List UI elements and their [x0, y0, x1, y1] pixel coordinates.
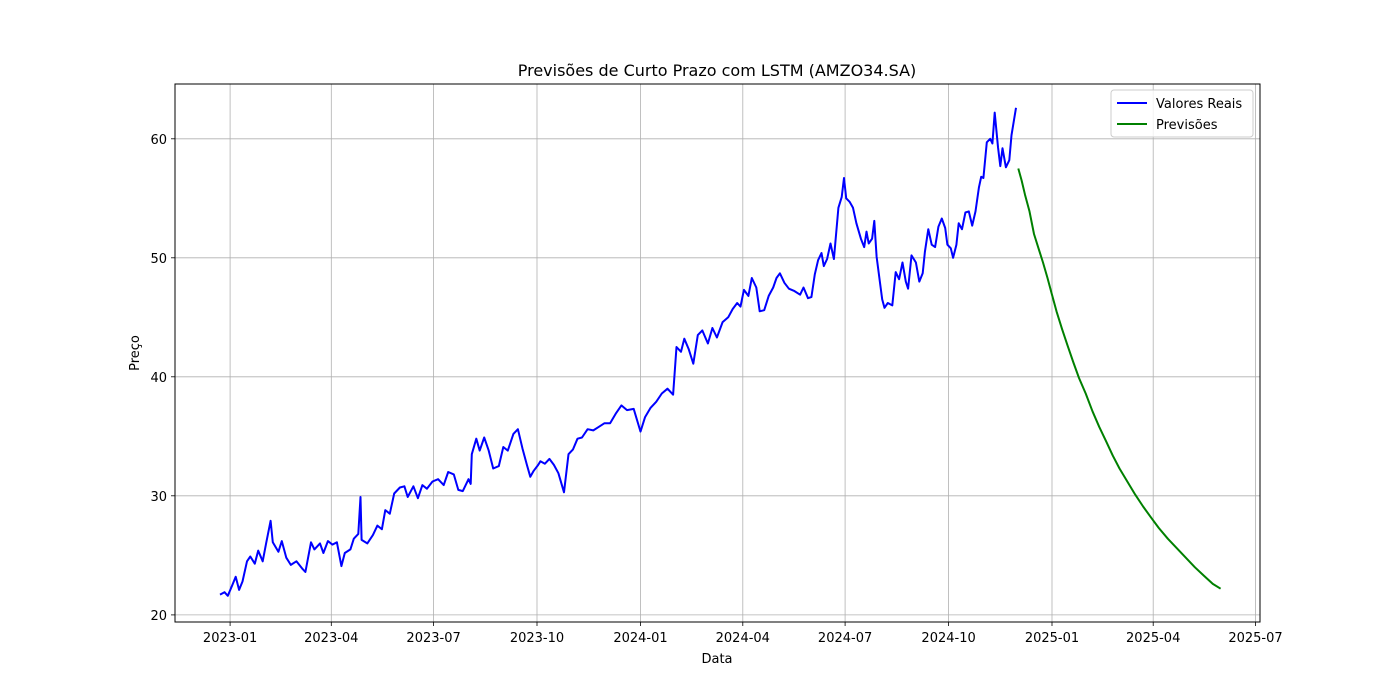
y-tick-label: 30 — [150, 490, 167, 505]
y-tick-label: 20 — [150, 609, 167, 624]
x-tick-label: 2024-10 — [921, 631, 975, 646]
series-line-previsoes — [1017, 168, 1222, 590]
chart-title: Previsões de Curto Prazo com LSTM (AMZO3… — [518, 61, 917, 80]
series-line-valores-reais — [219, 107, 1017, 597]
legend-label-valores-reais: Valores Reais — [1156, 97, 1242, 112]
y-tick-label: 50 — [150, 252, 167, 267]
x-tick-label: 2023-01 — [203, 631, 257, 646]
plot-frame — [174, 83, 1261, 623]
legend-box — [1110, 89, 1254, 138]
legend-label-previsoes: Previsões — [1156, 118, 1218, 133]
x-tick-label: 2024-01 — [613, 631, 667, 646]
x-tick-label: 2025-07 — [1228, 631, 1282, 646]
series-lines — [219, 107, 1222, 597]
x-tick-label: 2024-04 — [716, 631, 770, 646]
y-axis-label: Preço — [128, 335, 143, 371]
x-tick-label: 2023-07 — [406, 631, 460, 646]
x-tick-label: 2025-04 — [1126, 631, 1180, 646]
x-axis-label: Data — [701, 652, 732, 667]
x-axis-ticks: 2023-01 2023-04 2023-07 2023-10 2024-01 2024-… — [203, 622, 1283, 646]
y-axis-ticks: 20 30 40 50 60 — [150, 133, 175, 624]
y-tick-label: 40 — [150, 371, 167, 386]
grid — [175, 84, 1260, 622]
y-tick-label: 60 — [150, 133, 167, 148]
x-tick-label: 2023-10 — [510, 631, 564, 646]
x-tick-label: 2023-04 — [304, 631, 358, 646]
legend: Valores Reais Previsões — [1110, 89, 1254, 138]
x-tick-label: 2024-07 — [818, 631, 872, 646]
x-tick-label: 2025-01 — [1025, 631, 1079, 646]
